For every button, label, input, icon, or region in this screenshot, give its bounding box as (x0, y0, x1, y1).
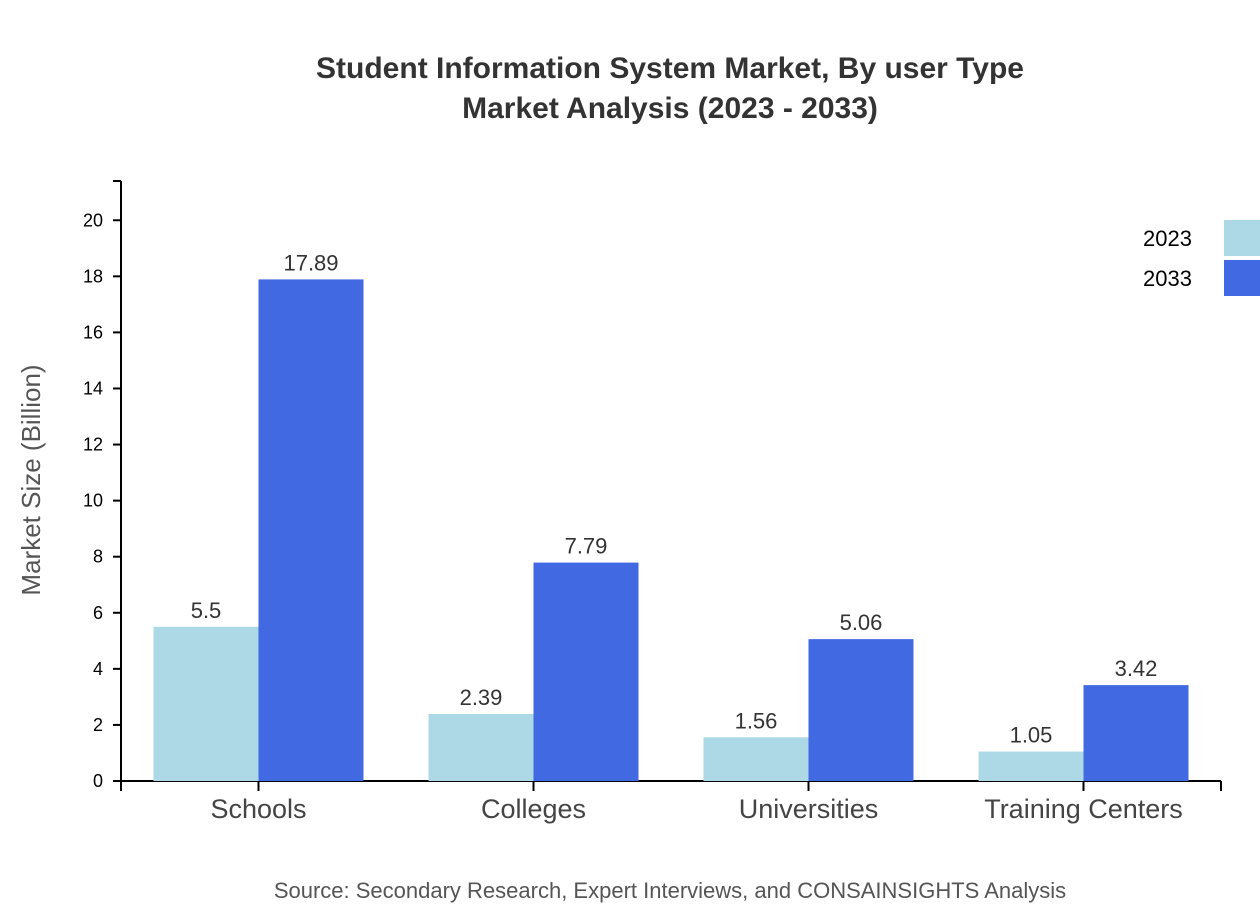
y-axis-title: Market Size (Billion) (16, 364, 46, 595)
chart-subtitle: Market Analysis (2023 - 2033) (462, 92, 878, 125)
data-label: 3.42 (1115, 656, 1158, 681)
data-labels: 5.5 17.89 2.39 7.79 1.56 5.06 1.05 3.42 (191, 250, 1158, 747)
bar-2023 (153, 626, 259, 781)
bar-2023 (978, 751, 1084, 781)
y-tick-label: 4 (93, 659, 103, 679)
x-tick-label: Universities (739, 794, 879, 824)
legend: 2023 2033 (1143, 220, 1260, 296)
bar-2023 (428, 713, 534, 781)
x-axis: Schools Colleges Universities Training Cent… (120, 780, 1222, 824)
data-label: 17.89 (283, 250, 338, 275)
y-tick-label: 14 (83, 378, 103, 398)
y-tick-label: 6 (93, 603, 103, 623)
chart-title: Student Information System Market, By us… (316, 52, 1024, 85)
data-label: 1.56 (735, 708, 778, 733)
legend-label: 2033 (1143, 266, 1192, 291)
bar-2033 (258, 279, 364, 781)
bar-2033 (533, 562, 639, 781)
y-tick-label: 0 (93, 771, 103, 791)
bar-2033 (808, 639, 914, 781)
data-label: 1.05 (1010, 723, 1053, 748)
data-label: 2.39 (460, 685, 503, 710)
data-label: 7.79 (565, 534, 608, 559)
y-tick-label: 12 (83, 435, 103, 455)
y-tick-label: 2 (93, 715, 103, 735)
y-axis: 0 2 4 6 8 10 12 14 16 18 20 (83, 180, 122, 791)
legend-swatch (1224, 260, 1260, 296)
data-label: 5.06 (840, 610, 883, 635)
legend-label: 2023 (1143, 226, 1192, 251)
bars (153, 279, 1189, 781)
y-tick-label: 8 (93, 547, 103, 567)
y-tick-label: 16 (83, 322, 103, 342)
y-tick-label: 18 (83, 266, 103, 286)
bar-2023 (703, 737, 809, 781)
x-tick-label: Schools (210, 794, 306, 824)
bar-2033 (1083, 685, 1189, 781)
y-tick-label: 20 (83, 210, 103, 230)
data-label: 5.5 (191, 598, 222, 623)
y-tick-label: 10 (83, 491, 103, 511)
legend-swatch (1224, 220, 1260, 256)
x-tick-label: Colleges (481, 794, 586, 824)
source-note: Source: Secondary Research, Expert Inter… (273, 878, 1067, 903)
x-tick-label: Training Centers (984, 794, 1183, 824)
